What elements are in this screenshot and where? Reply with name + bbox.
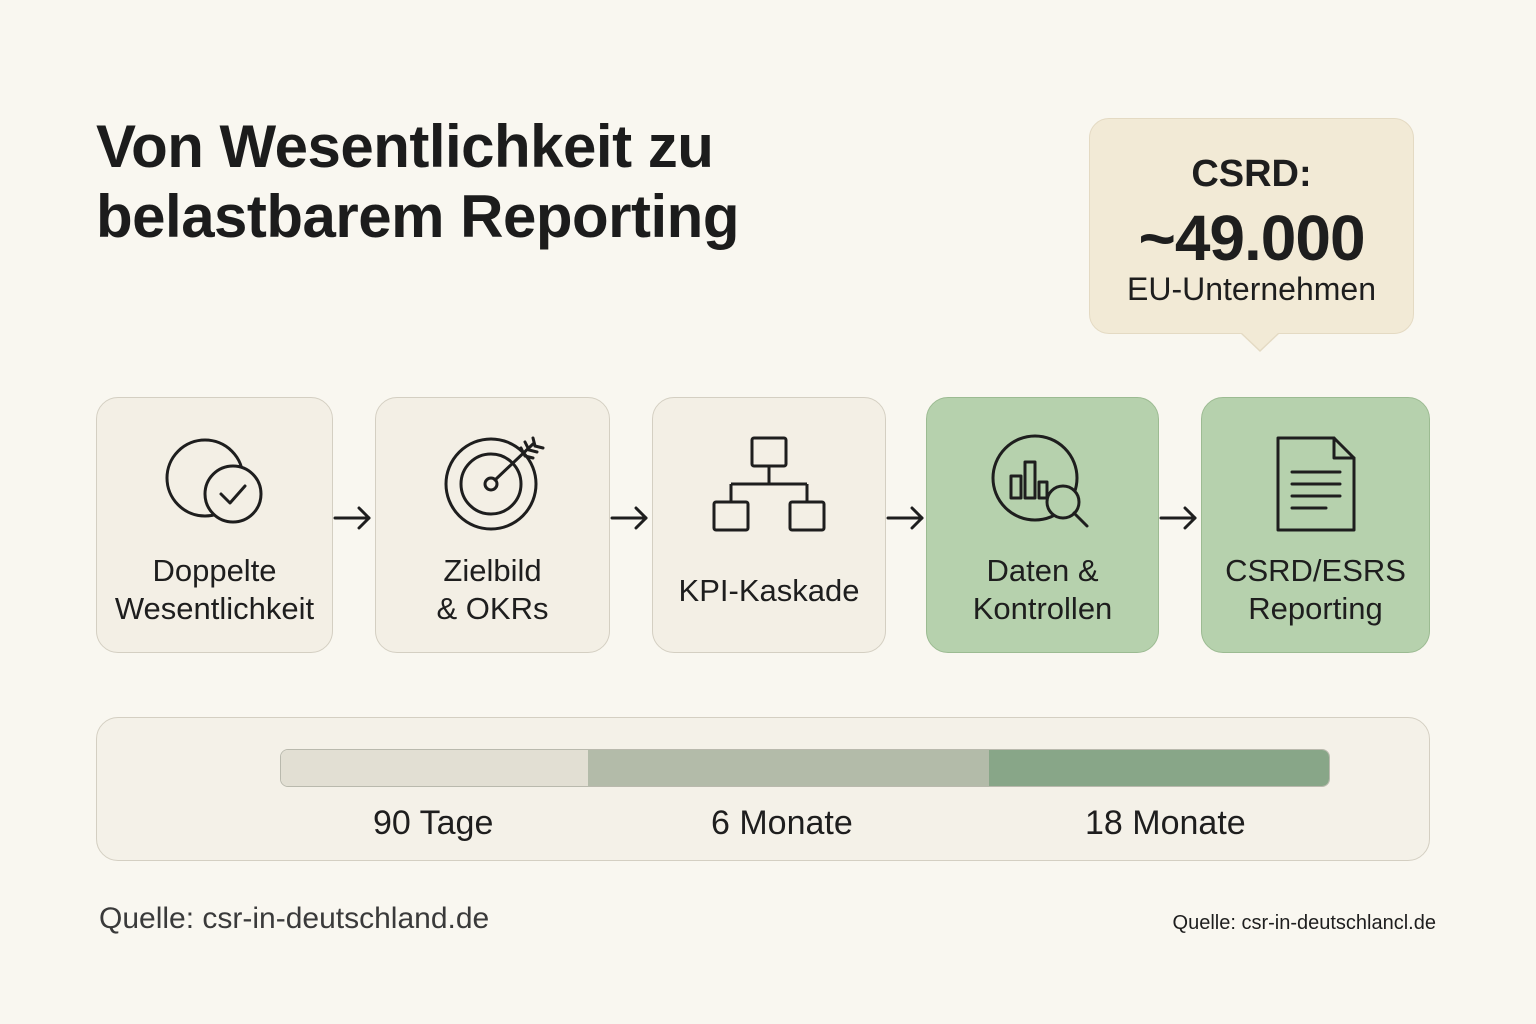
- step-daten-kontrollen: Daten & Kontrollen: [926, 397, 1159, 653]
- timeline-label-18-monate: 18 Monate: [1085, 804, 1246, 842]
- arrow-right-icon: [1159, 500, 1199, 536]
- arrow-right-icon: [610, 500, 650, 536]
- title-line-2: belastbarem Reporting: [96, 183, 739, 250]
- arrow-right-icon: [886, 500, 926, 536]
- step-doppelte-wesentlichkeit: Doppelte Wesentlichkeit: [96, 397, 333, 653]
- step-zielbild-okrs: Zielbild & OKRs: [375, 397, 610, 653]
- callout-pointer: [1242, 333, 1278, 350]
- hierarchy-icon: [653, 432, 885, 538]
- circle-check-icon: [97, 432, 332, 538]
- step-label: CSRD/ESRS Reporting: [1225, 553, 1406, 626]
- chart-magnifier-icon: [927, 432, 1158, 538]
- timeline-segment-6-monate: [588, 750, 989, 786]
- step-kpi-kaskade: KPI-Kaskade: [652, 397, 886, 653]
- timeline-segment-18-monate: [989, 750, 1329, 786]
- timeline-label-90-tage: 90 Tage: [373, 804, 494, 842]
- step-csrd-esrs-reporting: CSRD/ESRS Reporting: [1201, 397, 1430, 653]
- step-label: Zielbild & OKRs: [436, 553, 549, 626]
- callout-subtitle: EU-Unternehmen: [1127, 271, 1376, 307]
- step-label: Doppelte Wesentlichkeit: [114, 553, 315, 626]
- timeline-panel: 90 Tage 6 Monate 18 Monate: [96, 717, 1430, 861]
- callout-value: ~49.000: [1138, 202, 1365, 274]
- timeline-label-6-monate: 6 Monate: [711, 804, 853, 842]
- timeline-segment-90-tage: [281, 750, 588, 786]
- title-line-1: Von Wesentlichkeit zu: [96, 113, 714, 180]
- source-note: Quelle: csr-in-deutschland.de: [99, 902, 490, 935]
- stat-callout: CSRD: ~49.000 EU-Unternehmen: [1089, 118, 1414, 352]
- step-label: KPI-Kaskade: [678, 573, 860, 608]
- source-note-small: Quelle: csr-in-deutschlancl.de: [1172, 912, 1436, 934]
- page-title: Von Wesentlichkeit zu belastbarem Report…: [96, 112, 856, 252]
- timeline-bar: [280, 749, 1330, 787]
- arrow-right-icon: [333, 500, 373, 536]
- callout-label: CSRD:: [1191, 153, 1312, 195]
- document-icon: [1202, 432, 1429, 538]
- step-label: Daten & Kontrollen: [972, 553, 1113, 626]
- target-icon: [376, 432, 609, 538]
